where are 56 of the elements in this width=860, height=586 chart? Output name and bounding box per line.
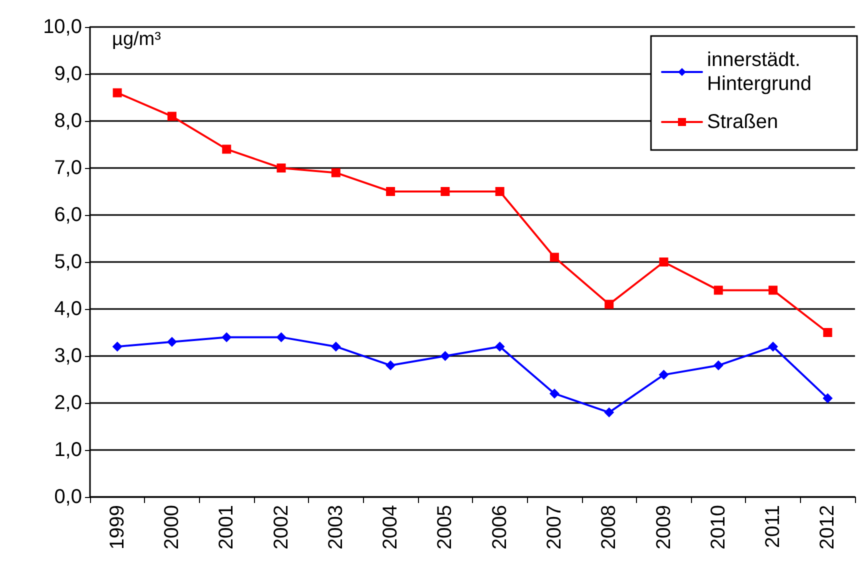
- x-tick-label: 2010: [707, 505, 730, 550]
- point: [440, 187, 450, 196]
- point: [714, 286, 723, 295]
- y-tick-label: 6,0: [54, 204, 82, 226]
- point: [331, 168, 340, 178]
- y-tick-label: 10,0: [43, 16, 82, 38]
- point: [768, 342, 778, 352]
- y-axis-title: µg/m³: [112, 29, 161, 50]
- point: [276, 164, 286, 172]
- point: [713, 360, 724, 370]
- point: [822, 393, 833, 404]
- point: [386, 360, 396, 370]
- x-tick-label: 2003: [324, 505, 347, 550]
- point: [222, 332, 232, 342]
- x-tick-label: 2011: [762, 505, 784, 548]
- y-tick-label: 4,0: [54, 298, 82, 320]
- point: [167, 112, 176, 121]
- x-tick-label: 2001: [216, 505, 238, 550]
- point: [330, 342, 341, 352]
- point: [494, 342, 505, 352]
- y-tick-label: 3,0: [54, 345, 82, 367]
- point: [659, 258, 668, 266]
- x-tick-label: 2005: [434, 505, 456, 550]
- x-tick-label: 2006: [488, 505, 511, 550]
- point: [222, 144, 232, 154]
- point: [823, 328, 832, 337]
- point: [112, 342, 122, 352]
- point: [276, 332, 286, 342]
- y-tick-label: 8,0: [54, 110, 82, 132]
- x-tick-label: 2009: [652, 505, 675, 550]
- y-tick-label: 7,0: [54, 157, 82, 179]
- point: [550, 252, 559, 262]
- x-tick-label: 2000: [160, 505, 183, 550]
- x-tick-label: 2002: [270, 505, 292, 550]
- y-tick-label: 1,0: [54, 439, 82, 461]
- x-tick-label: 2008: [598, 505, 620, 550]
- y-tick-label: 9,0: [54, 63, 82, 85]
- point: [440, 351, 450, 361]
- point: [386, 187, 396, 196]
- x-tick-label: 1999: [106, 505, 128, 550]
- point: [604, 300, 614, 309]
- y-tick-label: 5,0: [54, 251, 82, 273]
- point: [166, 336, 177, 347]
- x-tick-label: 2007: [543, 505, 566, 550]
- x-tick-label: 2004: [380, 505, 402, 550]
- point: [768, 286, 778, 295]
- point: [495, 187, 504, 196]
- point: [112, 88, 122, 98]
- point: [658, 370, 669, 380]
- legend-label: innerstädt. Hintergrund: [707, 49, 812, 95]
- y-tick-label: 0,0: [54, 486, 82, 508]
- legend-label: Straßen: [707, 111, 778, 133]
- x-tick-label: 2012: [816, 505, 839, 550]
- point: [604, 407, 614, 418]
- point: [549, 388, 560, 399]
- y-tick-label: 2,0: [54, 392, 82, 414]
